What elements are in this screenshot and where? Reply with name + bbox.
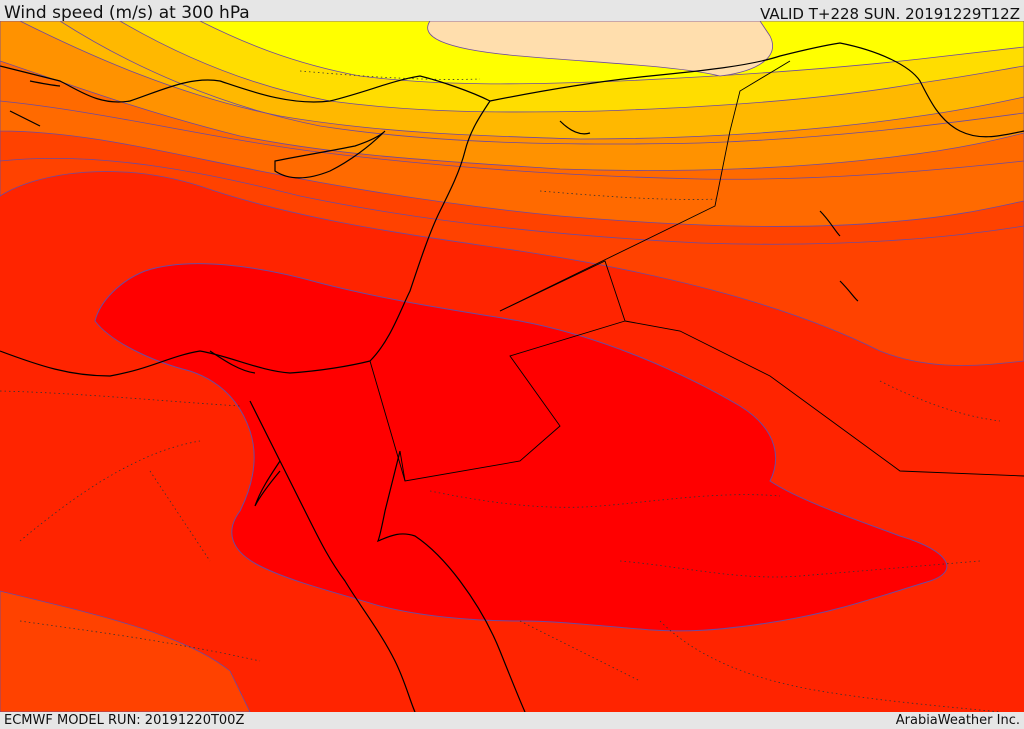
political-borders [369, 60, 1024, 482]
contour-lines [0, 21, 1024, 245]
wind-band-sw [0, 590, 251, 712]
coastlines [0, 42, 1024, 712]
map-title: Wind speed (m/s) at 300 hPa [4, 3, 250, 23]
header-bar: Wind speed (m/s) at 300 hPa VALID T+228 … [0, 0, 1024, 23]
valid-time: VALID T+228 SUN. 20191229T12Z [760, 5, 1020, 23]
footer-bar: ECMWF MODEL RUN: 20191220T00Z ArabiaWeat… [0, 712, 1024, 729]
credit: ArabiaWeather Inc. [895, 713, 1020, 728]
internal-boundaries [0, 70, 1001, 712]
model-run: ECMWF MODEL RUN: 20191220T00Z [4, 713, 245, 728]
wind-speed-map [0, 21, 1024, 712]
wind-band-core [94, 263, 948, 632]
